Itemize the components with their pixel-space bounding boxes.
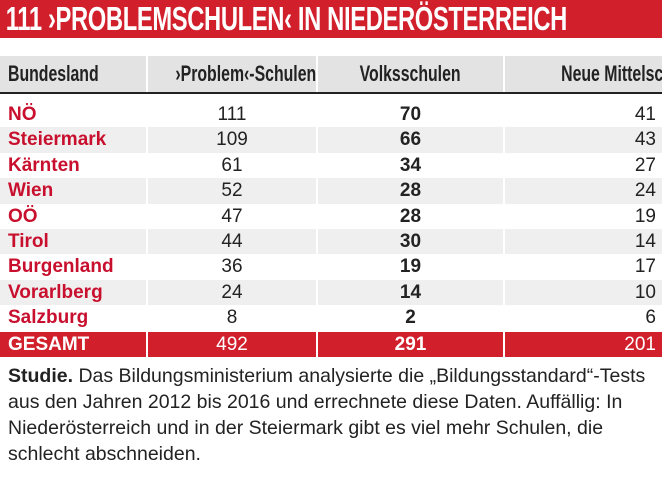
caption-text: Das Bildungsministerium analysierte die … xyxy=(8,365,646,465)
column-header-text: Volksschulen xyxy=(360,61,461,86)
table: Bundesland ›Problem‹-Schulen Volksschule… xyxy=(0,56,662,357)
cell-value: 14 xyxy=(318,279,505,306)
column-header: Neue Mittelschulen xyxy=(505,56,662,92)
state-name: Tirol xyxy=(0,228,148,255)
cell-value: 24 xyxy=(148,279,318,306)
table-row: Vorarlberg 24 14 10 xyxy=(0,279,662,306)
cell-value: 19 xyxy=(634,205,656,227)
column-header-text: ›Problem‹-Schulen xyxy=(175,61,317,86)
column-header-text: Bundesland xyxy=(8,61,99,86)
cell-value: 36 xyxy=(148,254,318,280)
total-row: GESAMT 492 291 201 xyxy=(0,331,662,357)
cell-value: 47 xyxy=(148,203,318,229)
cell-value: 8 xyxy=(148,305,318,331)
table-row: Burgenland 36 19 17 xyxy=(0,254,662,280)
cell-value: 111 xyxy=(148,102,318,128)
state-name: Wien xyxy=(0,178,148,204)
cell-value: 28 xyxy=(318,203,505,229)
table-row: Tirol 44 30 14 xyxy=(0,228,662,255)
cell-value: 41 xyxy=(634,104,656,125)
title-bar: 111 ›PROBLEMSCHULEN‹ IN NIEDERÖSTERREICH xyxy=(0,0,662,38)
header-row: Bundesland ›Problem‹-Schulen Volksschule… xyxy=(0,56,662,94)
state-name: NÖ xyxy=(0,102,148,128)
cell-value: 24 xyxy=(634,180,656,202)
cell-value: 109 xyxy=(148,127,318,153)
cell-value: 66 xyxy=(318,127,505,153)
column-header-text: Neue Mittelschulen xyxy=(561,61,662,86)
cell-value: 10 xyxy=(634,281,656,303)
cell-value: 61 xyxy=(148,152,318,179)
table-row: OÖ 47 28 19 xyxy=(0,203,662,229)
state-name: Kärnten xyxy=(0,152,148,179)
table-row: Wien 52 28 24 xyxy=(0,178,662,204)
state-name: Vorarlberg xyxy=(0,279,148,306)
caption: Studie. Das Bildungsministerium analysie… xyxy=(8,363,660,467)
cell-value: 28 xyxy=(318,178,505,204)
title: 111 ›PROBLEMSCHULEN‹ IN NIEDERÖSTERREICH xyxy=(5,0,568,37)
cell-value: 52 xyxy=(148,178,318,204)
cell-value: 70 xyxy=(318,102,505,128)
total-label: GESAMT xyxy=(0,331,148,357)
table-row: Steiermark 109 66 43 xyxy=(0,127,662,153)
total-value: 492 xyxy=(148,331,318,357)
cell-value: 17 xyxy=(634,256,656,278)
cell-value: 30 xyxy=(318,228,505,255)
table-row: Kärnten 61 34 27 xyxy=(0,152,662,179)
total-value: 291 xyxy=(318,331,505,357)
state-name: Steiermark xyxy=(0,127,148,153)
cell-value: 44 xyxy=(148,228,318,255)
state-name: OÖ xyxy=(0,203,148,229)
cell-value: 14 xyxy=(634,230,656,252)
cell-value: 27 xyxy=(634,154,656,176)
state-name: Salzburg xyxy=(0,305,148,331)
cell-value: 43 xyxy=(634,129,656,151)
table-row: Salzburg 8 2 6 xyxy=(0,305,662,331)
cell-value: 6 xyxy=(645,307,656,329)
column-header: ›Problem‹-Schulen xyxy=(148,56,318,92)
caption-lead: Studie. xyxy=(8,365,74,387)
cell-value: 34 xyxy=(318,152,505,179)
state-name: Burgenland xyxy=(0,254,148,280)
column-header: Bundesland xyxy=(0,56,148,92)
cell-value: 2 xyxy=(318,305,505,331)
total-value: 201 xyxy=(624,333,656,355)
table-row: NÖ 111 70 41 xyxy=(0,102,662,128)
column-header: Volksschulen xyxy=(318,56,505,92)
cell-value: 19 xyxy=(318,254,505,280)
